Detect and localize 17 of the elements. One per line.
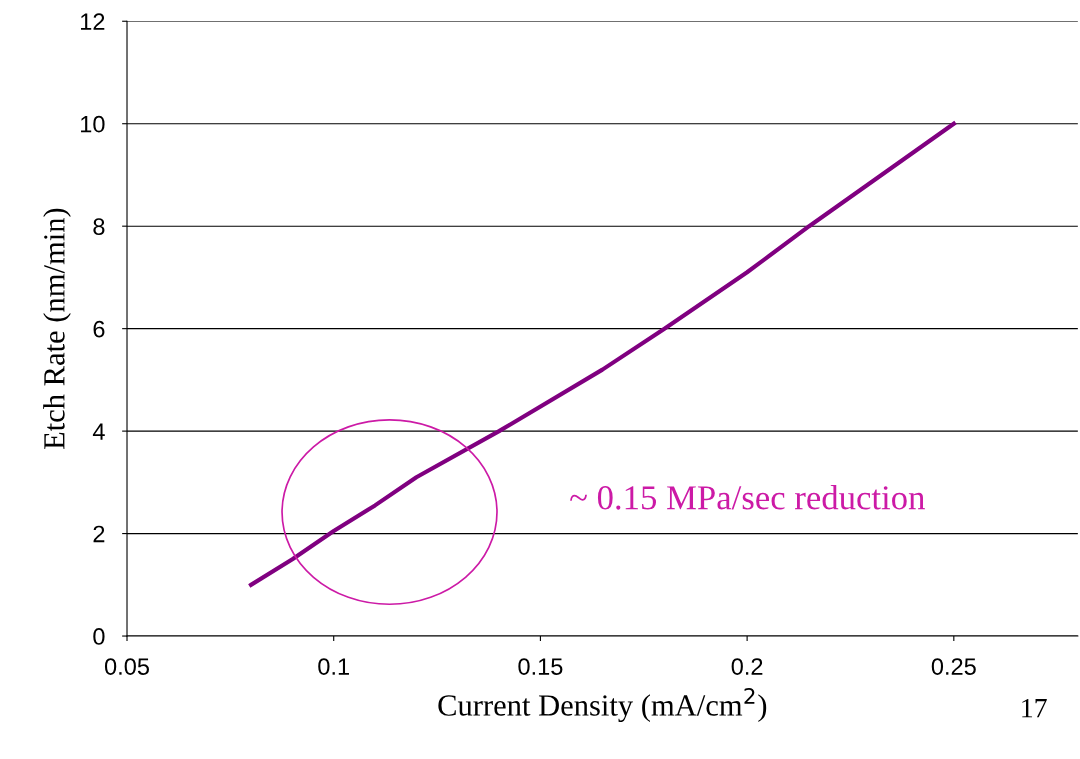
y-tick-label: 0 [93, 628, 105, 645]
y-tick-label: 12 [81, 13, 105, 30]
x-tick-label: 0.2 [731, 658, 763, 675]
annotation: ~ 0.15 MPa/sec reduction [570, 485, 925, 510]
x-tick-label: 0.25 [931, 658, 976, 675]
line-series [248, 121, 956, 587]
y-axis-title: Etch Rate (nm/min) [43, 208, 71, 450]
x-tick-label: 0.15 [518, 658, 563, 675]
y-tick-label: 2 [93, 525, 105, 543]
y-tick-label: 10 [81, 115, 105, 133]
text: 17 [1022, 698, 1047, 718]
y-tick-label: 8 [93, 218, 105, 235]
x-tick-label: 0.1 [318, 658, 349, 675]
y-tick-label: 4 [92, 423, 105, 440]
x-axis-title: Current Density (mA/cm$^{2}$) [438, 687, 767, 723]
y-tick-label: 6 [93, 320, 105, 338]
x-tick-label: 0.05 [104, 658, 149, 675]
